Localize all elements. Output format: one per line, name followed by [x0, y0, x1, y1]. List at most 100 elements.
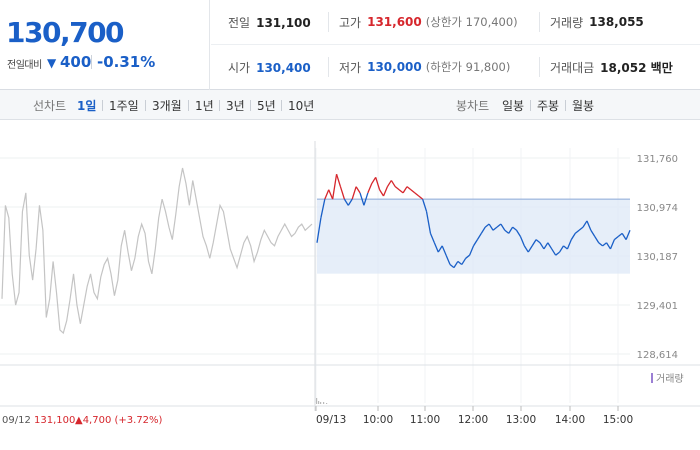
series-line-today — [531, 239, 537, 247]
series-line-today — [367, 183, 373, 194]
divider — [91, 55, 92, 69]
series-line-today — [468, 245, 475, 256]
series-line-today — [343, 198, 349, 206]
price-chart[interactable]: 131,760 130,974 130,187 129,401 128,614 거래량 09… — [0, 121, 700, 450]
y-tick-label: 128,614 — [637, 350, 678, 361]
series-line-today — [441, 245, 447, 256]
series-line-today — [566, 239, 572, 250]
series-line-today — [414, 192, 420, 197]
series-line-today — [379, 189, 385, 197]
series-line-today — [320, 198, 326, 218]
divider — [188, 100, 189, 111]
series-line-today — [535, 239, 541, 244]
series-line-today — [551, 248, 557, 256]
series-line-today — [425, 211, 432, 234]
stats-row-1: 전일 131,100 고가 131,600 (상한가 170,400) 거래량 … — [211, 0, 700, 45]
series-line-today — [480, 226, 486, 234]
series-line-today — [574, 229, 580, 234]
series-line-today — [500, 223, 506, 231]
tab-3y[interactable]: 3년 — [226, 99, 245, 113]
stat-low: 저가 130,000 (하한가 91,800) — [328, 57, 510, 77]
series-line-today — [559, 245, 565, 253]
series-line-today — [570, 233, 576, 240]
series-line-today — [433, 242, 439, 253]
tab-daily-candle[interactable]: 일봉 — [502, 99, 525, 113]
tab-3m[interactable]: 3개월 — [152, 99, 182, 113]
x-tick-label: 14:00 — [555, 414, 585, 426]
series-line-today — [594, 236, 600, 244]
series-line-today — [598, 242, 604, 247]
stat-high: 고가 131,600 (상한가 170,400) — [328, 12, 518, 32]
series-line-today — [504, 229, 510, 234]
x-tick-label: 09/13 — [316, 414, 346, 426]
series-line-today — [382, 186, 389, 197]
change-amount: 400 — [60, 53, 92, 71]
stat-prev-close: 전일 131,100 — [228, 15, 311, 31]
x-tick-label: 13:00 — [506, 414, 536, 426]
volume-bar — [326, 403, 328, 404]
stat-trading-value: 거래대금 18,052 백만 — [539, 57, 673, 77]
series-line-today — [496, 223, 502, 228]
series-line-today — [613, 235, 619, 241]
change-label: 전일대비 — [7, 60, 42, 71]
divider — [219, 100, 220, 111]
series-line-today — [449, 264, 455, 269]
series-line-today — [472, 239, 478, 247]
series-line-today — [457, 260, 463, 266]
prev-day-date-label: 09/12 — [2, 415, 31, 426]
chart-period-tabs: 선차트 1일 1주일 3개월 1년 3년 5년 10년 봉차트 일봉 주봉 월봉 — [0, 90, 700, 120]
series-line-today — [375, 177, 381, 190]
tab-1d[interactable]: 1일 — [77, 99, 97, 113]
tab-5y[interactable]: 5년 — [257, 99, 276, 113]
tab-1y[interactable]: 1년 — [195, 99, 214, 113]
tab-1w[interactable]: 1주일 — [109, 99, 139, 113]
tab-10y[interactable]: 10년 — [288, 99, 315, 113]
series-line-today — [543, 242, 549, 250]
series-line-today — [508, 226, 514, 234]
price-stats: 전일 131,100 고가 131,600 (상한가 170,400) 거래량 … — [211, 0, 700, 90]
series-line-prev-day — [1, 167, 313, 335]
below-prev-close-fill — [317, 199, 630, 274]
price-chart-svg: 131,760 130,974 130,187 129,401 128,614 거래량 09… — [0, 141, 700, 426]
tab-weekly-candle[interactable]: 주봉 — [537, 99, 560, 113]
volume-legend-label: 거래량 — [656, 373, 684, 385]
prev-day-change: ▲4,700 (+3.72%) — [75, 415, 163, 426]
prev-day-close: 131,100 — [34, 415, 75, 426]
series-line-today — [410, 189, 416, 194]
volume-legend-swatch — [651, 373, 653, 383]
current-price: 130,700 — [6, 16, 125, 49]
series-line-today — [515, 229, 522, 237]
stat-open: 시가 130,400 — [228, 60, 311, 76]
series-line-today — [422, 198, 428, 212]
line-chart-title: 선차트 — [33, 99, 67, 113]
stat-volume: 거래량 138,055 — [539, 12, 644, 32]
series-line-today — [547, 242, 553, 250]
divider — [102, 100, 103, 111]
series-line-today — [492, 226, 498, 231]
series-line-today — [394, 186, 400, 191]
candle-chart-title: 봉차트 — [456, 99, 490, 113]
series-line-today — [324, 189, 330, 200]
x-tick-label: 12:00 — [458, 414, 488, 426]
divider — [565, 100, 566, 111]
series-line-today — [332, 174, 338, 200]
series-line-today — [555, 251, 560, 256]
series-line-today — [523, 245, 529, 253]
series-line-today — [519, 236, 525, 247]
series-line-today — [453, 261, 459, 268]
volume-bar — [323, 402, 325, 404]
series-line-today — [582, 220, 588, 228]
y-tick-label: 130,974 — [637, 203, 678, 214]
y-tick-label: 130,187 — [637, 252, 678, 263]
volume-bar — [320, 402, 322, 404]
series-line-today — [625, 230, 631, 240]
tab-monthly-candle[interactable]: 월봉 — [572, 99, 595, 113]
series-line-today — [578, 226, 584, 231]
price-panel: 130,700 전일대비 ▼ 400 -0.31% — [0, 0, 210, 90]
divider — [530, 100, 531, 111]
x-tick-label: 11:00 — [410, 414, 440, 426]
series-line-today — [335, 174, 342, 187]
series-line-today — [484, 223, 490, 228]
series-line-today — [602, 242, 607, 247]
series-line-today — [445, 254, 451, 265]
